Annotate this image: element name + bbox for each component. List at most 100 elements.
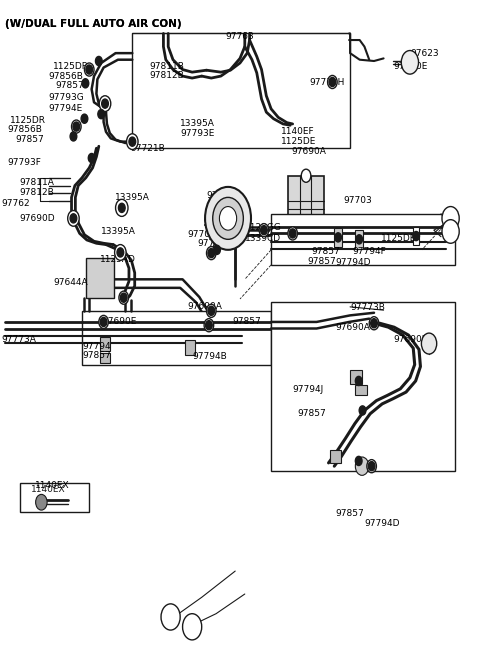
Bar [100, 353, 110, 363]
Text: 97701: 97701 [197, 239, 226, 248]
Circle shape [205, 321, 212, 330]
Text: 97857: 97857 [82, 351, 111, 360]
Bar [330, 450, 340, 463]
Text: (W/DUAL FULL AUTO AIR CON): (W/DUAL FULL AUTO AIR CON) [5, 19, 182, 29]
Circle shape [213, 197, 243, 239]
Circle shape [99, 96, 111, 112]
Bar [271, 214, 456, 265]
Text: 97690A: 97690A [291, 147, 326, 156]
Text: 97856B: 97856B [48, 72, 84, 81]
Circle shape [115, 244, 126, 260]
Text: 1339CD: 1339CD [245, 233, 281, 242]
Text: 1140EX: 1140EX [31, 485, 65, 494]
Circle shape [117, 248, 124, 257]
Bar [271, 302, 456, 472]
Circle shape [355, 376, 362, 386]
Bar [413, 227, 419, 245]
Circle shape [261, 225, 267, 235]
Circle shape [84, 63, 94, 76]
Text: 97794J: 97794J [293, 385, 324, 394]
Circle shape [442, 219, 459, 243]
Circle shape [206, 246, 216, 260]
Circle shape [72, 120, 81, 133]
Circle shape [289, 229, 296, 238]
Circle shape [327, 76, 337, 89]
Text: 1125DR: 1125DR [10, 116, 46, 125]
Bar [350, 370, 362, 384]
Text: 97857: 97857 [56, 81, 84, 91]
Circle shape [120, 293, 127, 302]
Text: B: B [189, 622, 195, 631]
Text: 97768: 97768 [206, 191, 235, 200]
Text: 97794: 97794 [82, 342, 111, 351]
Circle shape [68, 210, 79, 226]
Text: 97763: 97763 [226, 32, 254, 41]
Text: 1125DB: 1125DB [381, 233, 417, 242]
Circle shape [127, 134, 138, 150]
Bar [355, 385, 367, 396]
Circle shape [96, 57, 102, 66]
Text: 97690E: 97690E [393, 335, 428, 344]
Circle shape [119, 291, 129, 304]
Bar [132, 34, 350, 148]
Text: 13395A: 13395A [101, 227, 136, 236]
Bar [334, 228, 342, 246]
Text: 97794D: 97794D [336, 258, 371, 267]
Circle shape [368, 462, 375, 471]
Text: 97794D: 97794D [364, 520, 400, 528]
Text: 97793G: 97793G [48, 93, 84, 102]
Text: 13395A: 13395A [115, 193, 149, 202]
Circle shape [182, 614, 202, 640]
Text: 1125AD: 1125AD [100, 254, 136, 263]
Circle shape [359, 406, 366, 415]
Circle shape [98, 110, 105, 119]
Bar [82, 311, 271, 365]
Text: 97794B: 97794B [192, 351, 227, 361]
Circle shape [367, 460, 376, 473]
Text: 97812B: 97812B [149, 71, 184, 80]
Circle shape [371, 319, 377, 328]
Circle shape [86, 65, 93, 74]
Circle shape [329, 78, 336, 87]
Text: B: B [447, 227, 454, 236]
Circle shape [70, 214, 77, 223]
Text: A: A [447, 214, 454, 223]
Circle shape [208, 248, 215, 258]
Circle shape [401, 51, 419, 74]
Text: 97705: 97705 [187, 229, 216, 238]
Text: 97690A: 97690A [336, 323, 371, 332]
Circle shape [288, 227, 298, 240]
Text: 97644A: 97644A [53, 278, 88, 287]
Text: 13395A: 13395A [180, 120, 215, 129]
Text: 1140EX: 1140EX [35, 481, 70, 489]
Text: 97690A: 97690A [187, 302, 222, 311]
Circle shape [369, 317, 379, 330]
Circle shape [206, 304, 216, 317]
Circle shape [259, 223, 269, 237]
Circle shape [100, 317, 107, 327]
Circle shape [214, 245, 220, 254]
Circle shape [81, 114, 88, 124]
Text: 97857: 97857 [15, 135, 44, 144]
Bar [355, 230, 363, 248]
Text: 1125DR: 1125DR [53, 62, 89, 71]
Text: 97793E: 97793E [180, 129, 215, 138]
Bar [288, 175, 324, 218]
Text: 97690D: 97690D [19, 214, 55, 223]
Text: 97794F: 97794F [352, 247, 386, 256]
Circle shape [205, 187, 251, 250]
Text: 97811B: 97811B [149, 62, 184, 71]
Circle shape [129, 137, 136, 147]
Circle shape [116, 199, 128, 216]
Text: (W/DUAL FULL AUTO AIR CON): (W/DUAL FULL AUTO AIR CON) [5, 19, 182, 29]
Circle shape [88, 154, 95, 163]
Text: 1140EF: 1140EF [281, 127, 314, 136]
Bar [20, 483, 89, 512]
Text: 97793F: 97793F [8, 158, 42, 167]
Text: 97794E: 97794E [48, 104, 83, 113]
Text: 97721B: 97721B [130, 144, 165, 152]
Bar [185, 340, 194, 355]
Text: 97690E: 97690E [393, 62, 428, 71]
Text: 97856B: 97856B [8, 125, 43, 134]
Text: 97857: 97857 [312, 247, 340, 256]
